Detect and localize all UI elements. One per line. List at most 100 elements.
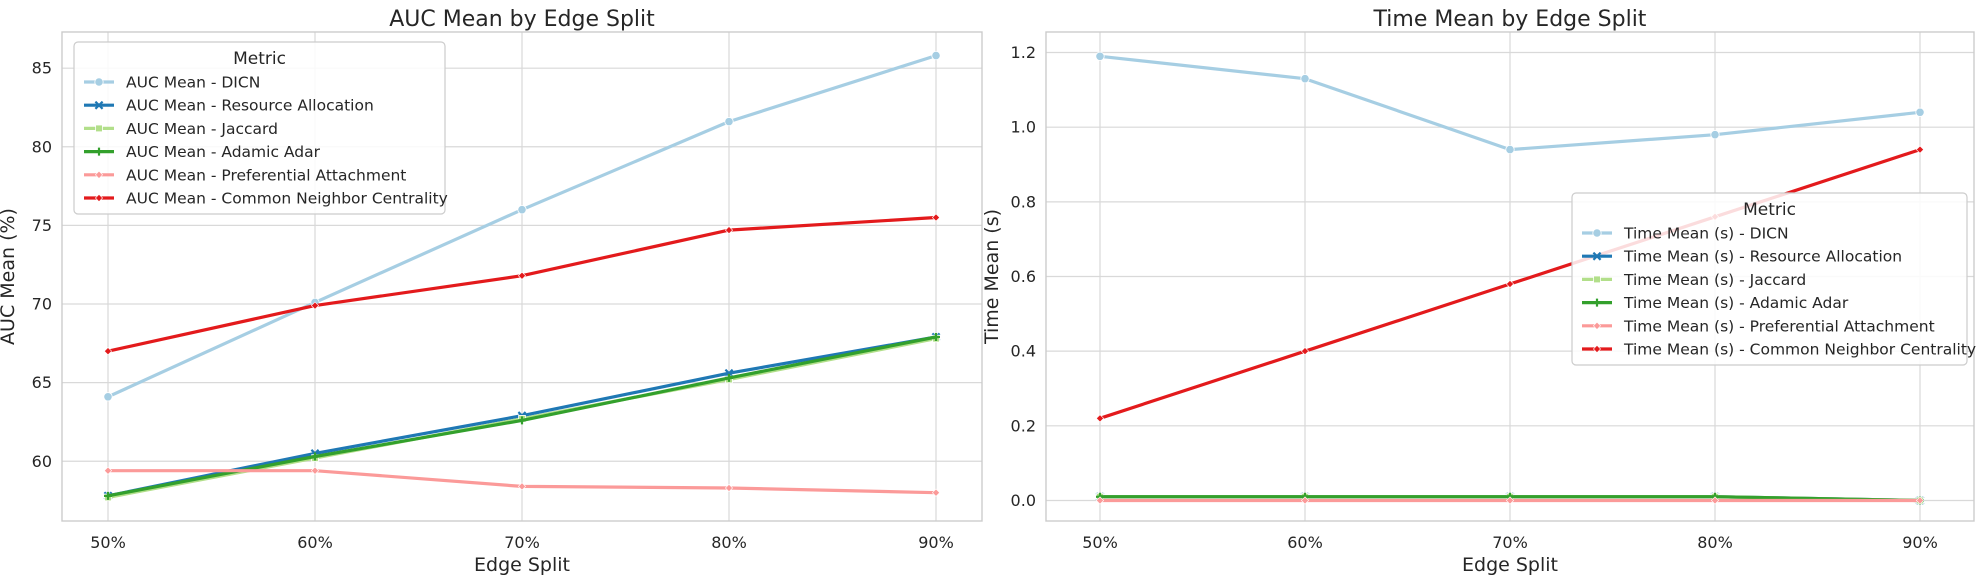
legend-marker [95, 124, 103, 133]
legend-marker [95, 147, 103, 156]
data-point [1300, 496, 1310, 505]
data-point [517, 271, 527, 280]
legend-label: Time Mean (s) - Preferential Attachment [1623, 317, 1935, 335]
data-point [517, 482, 527, 491]
data-point [1095, 414, 1105, 423]
legend-marker [1592, 251, 1602, 261]
chart-title: AUC Mean by Edge Split [389, 7, 655, 32]
legend-label: AUC Mean - Adamic Adar [126, 143, 321, 161]
data-point [724, 368, 734, 378]
data-point [103, 392, 113, 402]
data-point [1915, 107, 1925, 117]
x-tick-label: 80% [711, 533, 747, 552]
legend-label: AUC Mean - DICN [126, 74, 260, 92]
legend-label: AUC Mean - Resource Allocation [126, 97, 374, 115]
legend-marker [94, 170, 104, 179]
plot-frame [1045, 31, 1975, 522]
y-tick-label: 65 [32, 373, 52, 392]
data-point [1505, 279, 1515, 288]
data-point [1505, 144, 1515, 155]
legend-title: Metric [233, 49, 286, 69]
legend: Metric AUC Mean - DICN AUC Mean - Resource… [73, 41, 448, 215]
data-point [1300, 74, 1310, 84]
y-tick-label: 85 [32, 59, 52, 78]
x-axis-label: Edge Split [1462, 554, 1558, 576]
y-tick-label: 1.0 [1011, 118, 1036, 137]
legend: Metric Time Mean (s) - DICN Time Mean (s) … [1571, 192, 1976, 366]
y-tick-label: 0.8 [1011, 192, 1036, 211]
data-point [310, 466, 320, 475]
x-tick-label: 50% [1082, 533, 1118, 552]
legend-label: AUC Mean - Jaccard [126, 120, 278, 138]
data-point [1710, 130, 1720, 140]
y-tick-label: 0.2 [1011, 416, 1036, 435]
data-point [517, 205, 527, 215]
series-6 [103, 213, 941, 356]
x-axis-label: Edge Split [474, 554, 570, 576]
x-tick-label: 80% [1697, 533, 1733, 552]
series-1 [1095, 51, 1925, 155]
data-point [932, 333, 940, 342]
legend-box [73, 41, 446, 215]
data-point [1915, 496, 1925, 505]
x-tick-label: 50% [90, 533, 126, 552]
data-point [104, 491, 112, 500]
series-5 [1095, 496, 1925, 505]
legend-label: Time Mean (s) - Adamic Adar [1623, 294, 1849, 312]
plot-frame [61, 31, 983, 522]
data-point [1095, 496, 1105, 505]
x-tick-label: 70% [504, 533, 540, 552]
data-point [310, 301, 320, 310]
y-tick-label: 75 [32, 216, 52, 235]
legend-label: Time Mean (s) - Jaccard [1623, 271, 1806, 289]
data-point [1710, 496, 1720, 505]
legend-label: AUC Mean - Preferential Attachment [126, 166, 406, 184]
x-tick-label: 60% [1287, 533, 1323, 552]
data-point [931, 213, 941, 222]
legend-label: Time Mean (s) - Common Neighbor Centrali… [1623, 341, 1976, 359]
legend-marker [1593, 275, 1601, 284]
data-point [724, 483, 734, 493]
y-axis-label: AUC Mean (%) [0, 208, 19, 345]
legend-label: Time Mean (s) - DICN [1623, 225, 1789, 243]
y-tick-label: 0.4 [1011, 342, 1036, 361]
y-tick-label: 0.6 [1011, 267, 1036, 286]
x-tick-label: 90% [1902, 533, 1938, 552]
legend-marker [1592, 344, 1602, 354]
legend-box [1571, 192, 1968, 366]
legend-marker [1592, 321, 1602, 330]
chart-panel-2: 0.0 0.2 0.4 0.6 0.8 1.0 1.2 50% 60% 70% 80% 90% Time… [981, 7, 1976, 576]
data-point [724, 226, 734, 235]
y-tick-label: 70 [32, 295, 52, 314]
data-point [1300, 347, 1310, 356]
data-point [725, 373, 733, 382]
y-tick-label: 80 [32, 137, 52, 156]
legend-title: Metric [1743, 200, 1796, 220]
data-point [103, 347, 113, 356]
chart-title: Time Mean by Edge Split [1373, 7, 1647, 32]
data-point [724, 117, 734, 127]
legend-marker [1592, 228, 1602, 238]
x-tick-label: 70% [1492, 533, 1528, 552]
y-tick-label: 1.2 [1011, 43, 1036, 62]
data-point [931, 50, 941, 61]
y-axis-label: Time Mean (s) [981, 209, 1003, 345]
data-point [518, 416, 526, 425]
legend-label: AUC Mean - Common Neighbor Centrality [126, 190, 448, 208]
legend-marker [94, 193, 104, 203]
chart-panel-1: 60 65 70 75 80 85 50% 60% 70% 80% 90% AUC Mean by E… [0, 7, 983, 576]
legend-marker [1593, 298, 1601, 307]
series-5 [103, 466, 941, 497]
data-point [931, 488, 941, 497]
y-tick-label: 60 [32, 452, 52, 471]
data-point [1505, 496, 1515, 505]
data-point [103, 466, 113, 475]
data-point [1915, 145, 1925, 154]
legend-marker [94, 77, 104, 87]
legend-label: Time Mean (s) - Resource Allocation [1623, 248, 1902, 266]
data-point [1095, 51, 1105, 61]
x-tick-label: 60% [297, 533, 333, 552]
data-point [311, 452, 319, 461]
